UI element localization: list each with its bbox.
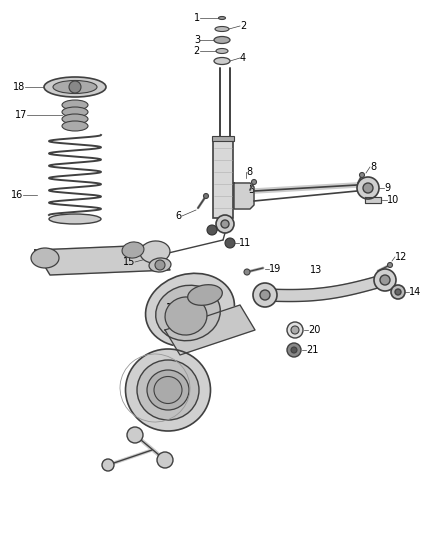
Ellipse shape	[155, 285, 220, 341]
Ellipse shape	[53, 80, 97, 93]
Circle shape	[221, 220, 229, 228]
Circle shape	[225, 238, 235, 248]
Text: 15: 15	[123, 257, 135, 267]
Ellipse shape	[214, 58, 230, 64]
Ellipse shape	[165, 297, 207, 335]
Ellipse shape	[122, 242, 144, 258]
Circle shape	[216, 215, 234, 233]
Ellipse shape	[62, 100, 88, 110]
Circle shape	[380, 275, 390, 285]
Text: 5: 5	[248, 185, 254, 195]
Text: 2: 2	[194, 46, 200, 56]
Ellipse shape	[31, 248, 59, 268]
Text: 17: 17	[14, 110, 27, 120]
Circle shape	[391, 285, 405, 299]
Text: 8: 8	[246, 167, 252, 177]
Text: 6: 6	[176, 211, 182, 221]
Text: 12: 12	[395, 252, 407, 262]
Ellipse shape	[140, 241, 170, 263]
Text: 19: 19	[269, 264, 281, 274]
Circle shape	[374, 269, 396, 291]
Polygon shape	[265, 274, 385, 302]
Circle shape	[253, 283, 277, 307]
Circle shape	[291, 326, 299, 334]
Text: 9: 9	[384, 183, 390, 193]
Ellipse shape	[149, 258, 171, 272]
Ellipse shape	[137, 360, 199, 420]
Circle shape	[287, 322, 303, 338]
Text: 13: 13	[310, 265, 322, 275]
Text: 15: 15	[166, 303, 178, 313]
Circle shape	[244, 269, 250, 275]
Circle shape	[360, 173, 364, 177]
Bar	[212, 136, 234, 141]
Ellipse shape	[126, 349, 211, 431]
Circle shape	[207, 225, 217, 235]
Circle shape	[260, 290, 270, 300]
Ellipse shape	[215, 27, 229, 31]
Circle shape	[291, 347, 297, 353]
Polygon shape	[35, 245, 170, 275]
Ellipse shape	[187, 285, 223, 305]
Ellipse shape	[219, 17, 226, 20]
Ellipse shape	[44, 77, 106, 97]
Text: 16: 16	[11, 190, 23, 200]
Text: 4: 4	[240, 53, 246, 63]
Circle shape	[388, 262, 392, 268]
Text: 2: 2	[240, 21, 246, 31]
Text: 21: 21	[306, 345, 318, 355]
Text: 14: 14	[409, 287, 421, 297]
Ellipse shape	[62, 114, 88, 124]
Circle shape	[127, 427, 143, 443]
Ellipse shape	[216, 49, 228, 53]
Polygon shape	[365, 197, 381, 203]
Ellipse shape	[147, 370, 189, 410]
Polygon shape	[165, 305, 255, 355]
Circle shape	[102, 459, 114, 471]
Ellipse shape	[145, 273, 234, 346]
Polygon shape	[234, 183, 254, 209]
Circle shape	[155, 260, 165, 270]
Ellipse shape	[62, 121, 88, 131]
Circle shape	[69, 81, 81, 93]
Text: 18: 18	[13, 82, 25, 92]
Text: 10: 10	[387, 195, 399, 205]
Text: 7: 7	[221, 225, 227, 235]
Circle shape	[363, 183, 373, 193]
Ellipse shape	[49, 214, 101, 224]
Circle shape	[287, 343, 301, 357]
Ellipse shape	[214, 36, 230, 44]
Text: 3: 3	[194, 35, 200, 45]
Text: 1: 1	[194, 13, 200, 23]
Circle shape	[204, 193, 208, 198]
Circle shape	[157, 452, 173, 468]
Ellipse shape	[154, 376, 182, 403]
Text: 11: 11	[239, 238, 251, 248]
Circle shape	[357, 177, 379, 199]
Text: 20: 20	[308, 325, 320, 335]
Text: 8: 8	[370, 162, 376, 172]
Bar	[213, 140, 233, 218]
Ellipse shape	[62, 107, 88, 117]
Circle shape	[395, 289, 401, 295]
Circle shape	[251, 180, 257, 184]
